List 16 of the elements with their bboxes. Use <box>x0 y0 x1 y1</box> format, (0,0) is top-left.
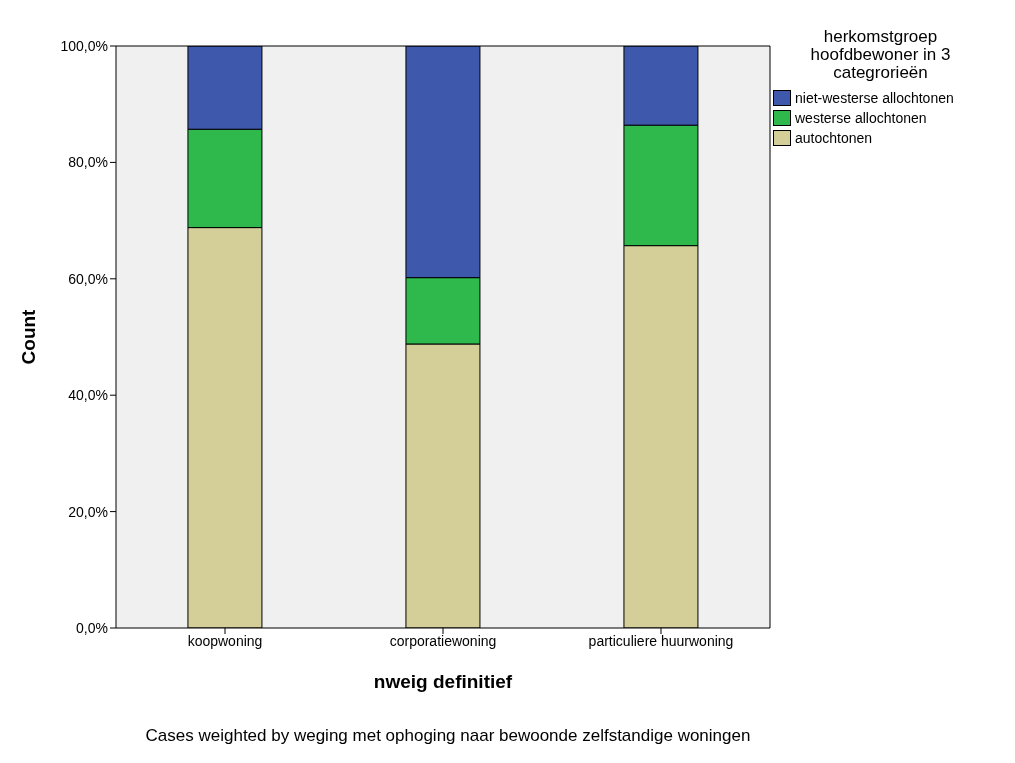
y-tick-label: 80,0% <box>68 154 108 171</box>
x-tick-label: koopwoning <box>187 632 263 649</box>
y-tick-label: 60,0% <box>68 270 108 287</box>
y-tick-label: 100,0% <box>60 37 108 54</box>
y-axis-title: Count <box>17 308 39 365</box>
legend-title: herkomstgroep hoofdbewoner in 3 categrorieën <box>809 27 952 82</box>
x-tick-label: particuliere huurwoning <box>588 632 734 649</box>
y-tick-label: 40,0% <box>68 387 108 404</box>
text: Cases weighted by weging met ophoging naar bewoonde zelfstandige woningen <box>144 726 752 746</box>
y-tick-label: 20,0% <box>68 503 108 520</box>
legend-label: westerse allochtonen <box>795 110 927 126</box>
x-tick-label: corporatiewoning <box>389 632 497 649</box>
x-axis-title: nweig definitief <box>373 671 513 692</box>
y-tick-label: 0,0% <box>76 619 108 636</box>
legend-label: autochtonen <box>795 130 873 146</box>
legend-label: niet-westerse allochtonen <box>795 90 954 106</box>
